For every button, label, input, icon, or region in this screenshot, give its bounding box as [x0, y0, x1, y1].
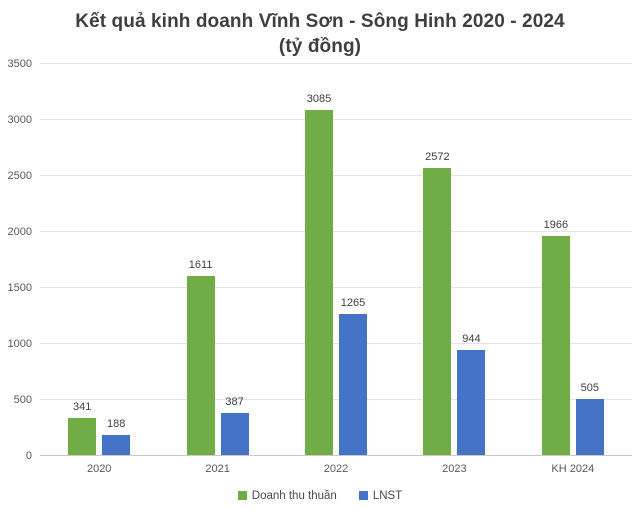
bar: 505: [575, 382, 604, 456]
bar-value-label: 387: [225, 395, 244, 408]
chart-body: 0 500 1000 1500 2000 2500 3000 3500 341 188 1611 3…: [0, 58, 640, 462]
legend-swatch-icon: [358, 491, 368, 500]
y-tick-label: 1500: [7, 282, 32, 294]
x-axis-label: 2023: [442, 463, 467, 475]
legend-swatch-icon: [237, 491, 247, 500]
y-tick-label: 1000: [7, 338, 32, 350]
bar: 944: [457, 333, 486, 456]
bar-value-label: 341: [73, 400, 92, 413]
bar-value-label: 2572: [425, 150, 450, 163]
bar-group: 341 188: [40, 64, 158, 456]
y-tick-label: 2000: [7, 226, 32, 238]
gridline: [40, 175, 632, 176]
gridline: [40, 63, 632, 64]
y-tick-label: 2500: [7, 170, 32, 182]
chart-title: Kết quả kinh doanh Vĩnh Sơn - Sông Hinh …: [0, 0, 640, 64]
x-axis: 2020 2021 2022 2023 KH 2024: [40, 456, 632, 483]
y-tick-label: 3000: [7, 114, 32, 126]
bar: 3085: [305, 93, 334, 456]
x-axis-label: KH 2024: [551, 463, 595, 475]
bar-group: 3085 1265: [277, 64, 395, 456]
y-tick-label: 0: [25, 450, 32, 462]
bar: 1966: [541, 219, 570, 456]
bar-value-label: 188: [107, 417, 126, 430]
bar-groups: 341 188 1611 387 3085 1265 2572 944 1966 505: [40, 64, 632, 456]
x-axis-label: 2020: [86, 463, 112, 475]
bar-value-label: 1265: [340, 297, 366, 310]
legend: Doanh thu thuần LNST: [0, 483, 640, 508]
y-tick-label: 3500: [7, 58, 32, 70]
bar-value-label: 1611: [188, 258, 213, 271]
legend-item: LNST: [358, 489, 403, 502]
bar: 2572: [423, 151, 452, 456]
bar-group: 1966 505: [514, 64, 632, 456]
chart-title-line2: (tỷ đồng): [278, 36, 362, 58]
bar: 188: [102, 418, 131, 456]
y-axis: 0 500 1000 1500 2000 2500 3000 3500: [0, 58, 40, 462]
gridline: [40, 119, 632, 120]
gridline: [40, 399, 632, 400]
gridline: [40, 343, 632, 344]
gridline: [40, 231, 632, 232]
gridline: [40, 287, 632, 288]
legend-label: LNST: [372, 489, 403, 502]
x-axis-line: [40, 455, 632, 456]
bar: 1611: [186, 259, 215, 456]
bar-value-label: 1966: [543, 218, 569, 231]
bar-group: 2572 944: [395, 64, 513, 456]
x-axis-label: 2021: [205, 463, 230, 475]
x-axis-label: 2022: [323, 463, 349, 475]
legend-item: Doanh thu thuần: [237, 489, 337, 502]
bar-value-label: 944: [462, 333, 481, 346]
bar: 387: [220, 396, 249, 456]
bar-group: 1611 387: [158, 64, 276, 456]
bar: 341: [68, 401, 97, 456]
legend-label: Doanh thu thuần: [251, 489, 337, 502]
plot-area: 341 188 1611 387 3085 1265 2572 944 1966 505: [40, 63, 632, 456]
bar: 1265: [339, 297, 368, 456]
chart-title-line1: Kết quả kinh doanh Vĩnh Sơn - Sông Hinh …: [75, 11, 565, 32]
y-tick-label: 500: [13, 394, 32, 406]
bar-value-label: 3085: [306, 93, 332, 106]
bar-value-label: 505: [580, 382, 600, 395]
